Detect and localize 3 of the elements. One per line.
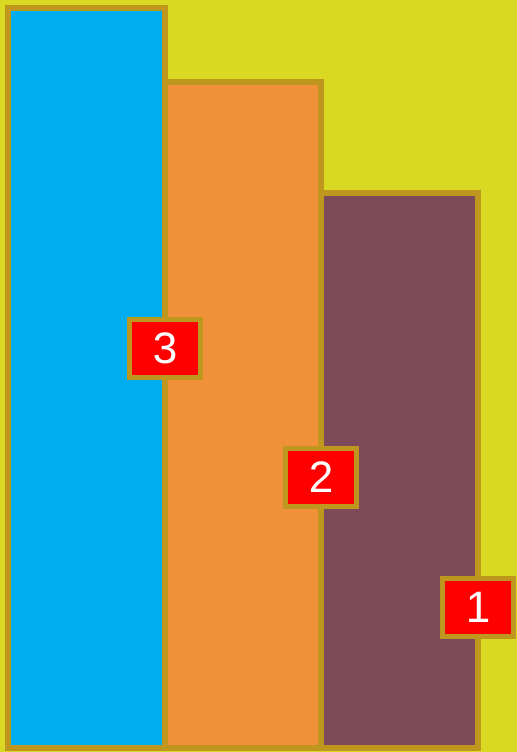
annotation: 3 xyxy=(152,324,178,373)
annotation: 1 xyxy=(466,583,490,632)
annotation: 2 xyxy=(308,453,334,502)
